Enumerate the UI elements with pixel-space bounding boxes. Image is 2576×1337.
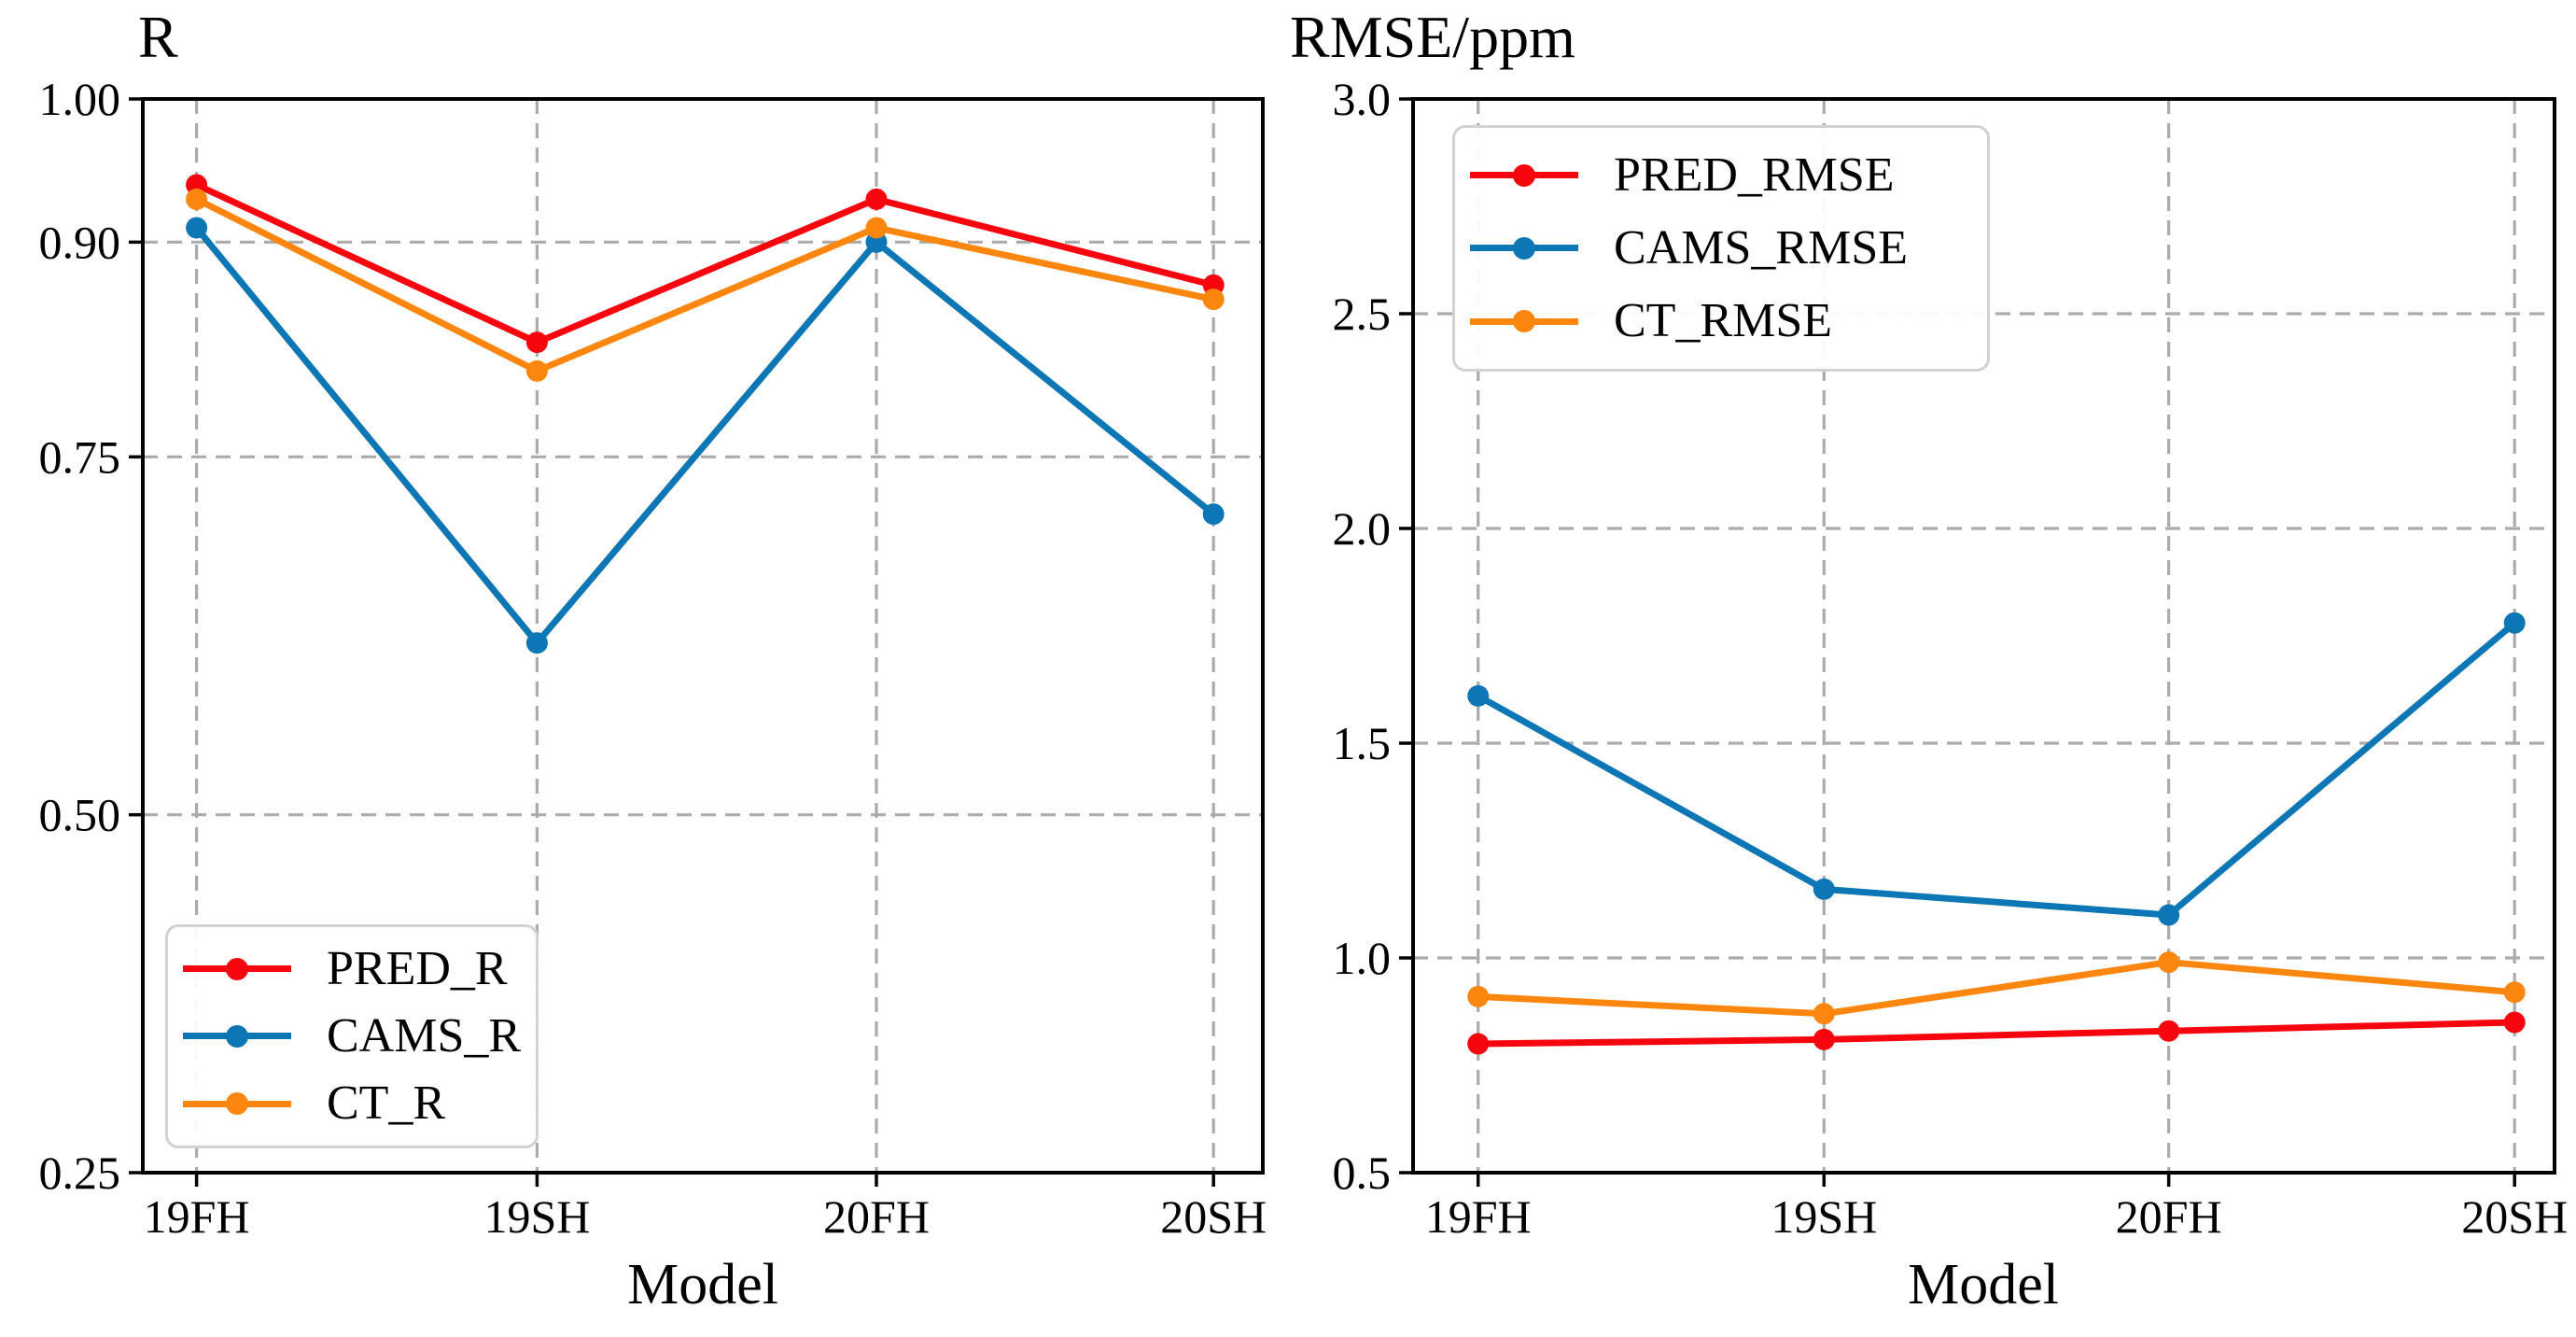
data-point-CAMS_R-19FH xyxy=(186,217,208,239)
axes-spines xyxy=(1411,97,2556,1175)
data-point-CAMS_RMSE-19FH xyxy=(1467,684,1490,707)
data-point-CT_RMSE-20SH xyxy=(2503,981,2526,1004)
legend-label-ct-r: CT_R xyxy=(327,1076,446,1130)
x-tick-label: 20FH xyxy=(823,1190,930,1243)
x-tick-label: 19SH xyxy=(1771,1190,1877,1243)
y-tick-label: 1.00 xyxy=(39,73,121,125)
data-point-CAMS_R-20SH xyxy=(1202,503,1225,526)
right-x-axis-label: Model xyxy=(1908,1253,2059,1316)
y-tick-label: 0.90 xyxy=(39,216,121,268)
data-point-PRED_RMSE-19FH xyxy=(1467,1033,1490,1055)
left-x-axis-label: Model xyxy=(627,1253,778,1316)
data-point-CAMS_RMSE-19SH xyxy=(1813,878,1835,900)
axes-spines xyxy=(141,97,1265,1175)
data-point-CT_RMSE-19SH xyxy=(1813,1003,1835,1025)
legend-marker-dot xyxy=(1513,236,1535,260)
legend-marker-dot xyxy=(1513,163,1535,187)
x-tick-label: 20SH xyxy=(2461,1190,2568,1243)
data-point-CT_R-20FH xyxy=(865,217,888,239)
y-tick-label: 3.0 xyxy=(1333,73,1392,125)
legend-item-pred-r: PRED_R xyxy=(183,941,536,995)
data-point-PRED_RMSE-19SH xyxy=(1813,1028,1835,1050)
y-tick-label: 0.75 xyxy=(39,430,121,483)
legend-swatch-cams-r xyxy=(183,1024,291,1048)
y-tick-label: 1.5 xyxy=(1333,717,1392,769)
legend-label-cams-rmse: CAMS_RMSE xyxy=(1614,220,1908,274)
data-point-CT_RMSE-20FH xyxy=(2158,951,2180,974)
data-point-PRED_RMSE-20FH xyxy=(2158,1020,2180,1042)
legend-swatch-pred-r xyxy=(183,957,291,980)
legend-label-cams-r: CAMS_R xyxy=(327,1008,522,1063)
right-chart-title: RMSE/ppm xyxy=(1290,4,1575,70)
y-tick-label: 0.25 xyxy=(39,1147,121,1199)
right-legend: PRED_RMSE CAMS_RMSE CT_RMSE xyxy=(1452,125,1990,372)
y-tick-label: 2.5 xyxy=(1333,288,1392,340)
legend-marker-dot xyxy=(226,957,248,980)
x-tick-label: 20FH xyxy=(2116,1190,2222,1243)
legend-item-pred-rmse: PRED_RMSE xyxy=(1470,148,1987,202)
y-tick-label: 0.50 xyxy=(39,789,121,841)
legend-label-pred-rmse: PRED_RMSE xyxy=(1614,148,1895,202)
legend-label-ct-rmse: CT_RMSE xyxy=(1614,293,1833,347)
legend-item-cams-r: CAMS_R xyxy=(183,1008,536,1063)
right-chart: 3.0 2.5 2.0 1.5 1.0 0.5 19FH 19SH 20FH 20SH xyxy=(1333,73,2569,1243)
y-tick-label: 0.5 xyxy=(1333,1147,1392,1199)
data-point-CT_R-19FH xyxy=(186,188,208,210)
series-line-CAMS_R xyxy=(193,224,1217,647)
left-chart-title: R xyxy=(138,4,178,70)
y-tick-label: 1.0 xyxy=(1333,932,1392,984)
legend-swatch-ct-r xyxy=(183,1092,291,1116)
data-point-PRED_R-19SH xyxy=(525,331,548,354)
data-point-PRED_RMSE-20SH xyxy=(2503,1011,2526,1034)
legend-item-cams-rmse: CAMS_RMSE xyxy=(1470,220,1987,274)
data-point-CT_RMSE-19FH xyxy=(1467,985,1490,1007)
x-tick-label: 20SH xyxy=(1160,1190,1267,1243)
x-tick-label: 19SH xyxy=(483,1190,590,1243)
x-tick-label: 19FH xyxy=(144,1190,250,1243)
legend-marker-dot xyxy=(226,1092,248,1116)
legend-label-pred-r: PRED_R xyxy=(327,941,508,995)
legend-swatch-cams-rmse xyxy=(1470,236,1578,260)
legend-marker-dot xyxy=(226,1024,248,1048)
legend-item-ct-r: CT_R xyxy=(183,1076,536,1130)
data-point-PRED_R-20FH xyxy=(865,188,888,210)
series-line-CT_RMSE xyxy=(1475,959,2518,1018)
legend-swatch-pred-rmse xyxy=(1470,163,1578,187)
series-line-PRED_RMSE xyxy=(1475,1019,2518,1048)
legend-marker-dot xyxy=(1513,310,1535,333)
data-point-CAMS_R-19SH xyxy=(525,632,548,654)
series-line-CT_R xyxy=(193,195,1217,374)
series-line-CAMS_RMSE xyxy=(1475,619,2518,919)
legend-item-ct-rmse: CT_RMSE xyxy=(1470,293,1987,347)
x-tick-label: 19FH xyxy=(1425,1190,1532,1243)
series-line-PRED_R xyxy=(193,181,1217,346)
legend-swatch-ct-rmse xyxy=(1470,310,1578,333)
data-point-CT_R-20SH xyxy=(1202,289,1225,311)
data-point-CT_R-19SH xyxy=(525,359,548,382)
data-point-CAMS_RMSE-20SH xyxy=(2503,612,2526,634)
data-point-CAMS_RMSE-20FH xyxy=(2158,904,2180,926)
y-tick-label: 2.0 xyxy=(1333,502,1392,555)
left-legend: PRED_R CAMS_R CT_R xyxy=(165,924,539,1148)
left-chart: 1.00 0.90 0.75 0.50 0.25 19FH 19SH 20FH 20SH xyxy=(39,73,1267,1243)
